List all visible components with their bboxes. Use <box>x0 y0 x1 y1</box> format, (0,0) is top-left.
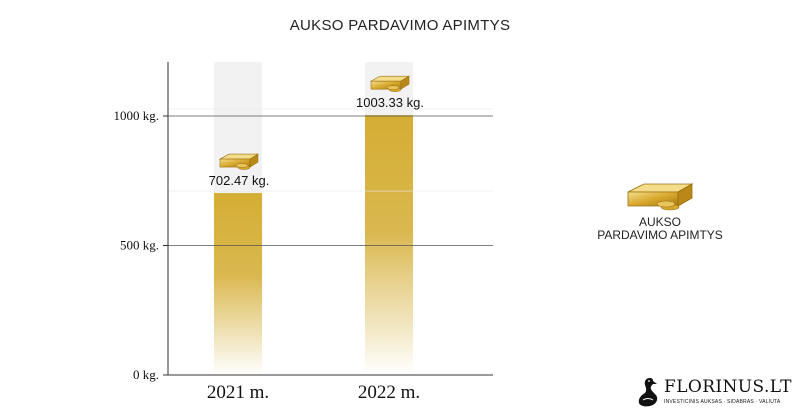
y-tick-label-500: 500 kg. <box>120 238 159 253</box>
x-tick-label-1: 2021 m. <box>207 382 269 403</box>
gold-bar-icons <box>218 75 411 170</box>
legend-label-line1: AUKSO <box>638 215 681 229</box>
logo-tagline: INVESTICINIS AUKSAS · SIDABRAS · VALIUTA <box>664 399 781 405</box>
y-tick-label-0: 0 kg. <box>133 367 159 382</box>
logo-name: FLORINUS.LT <box>664 377 792 397</box>
gridlines <box>168 108 493 246</box>
gold-bar-icon <box>627 183 694 211</box>
chart-title: AUKSO PARDAVIMO APIMTYS <box>289 17 511 34</box>
axes <box>163 62 493 376</box>
florinus-logo[interactable]: FLORINUS.LT INVESTICINIS AUKSAS · SIDABR… <box>636 376 791 412</box>
bar-2 <box>365 115 413 376</box>
gold-bar-icon <box>369 75 411 92</box>
y-tick-labels: 0 kg. 500 kg. 1000 kg. <box>114 108 160 382</box>
bar-1 <box>214 193 262 375</box>
legend-label-line2: PARDAVIMO APIMTYS <box>597 228 723 242</box>
y-tick-label-1000: 1000 kg. <box>114 108 160 123</box>
data-labels: 702.47 kg. 1003.33 kg. <box>209 95 424 188</box>
bars <box>214 115 413 376</box>
goose-logo-icon <box>638 378 658 407</box>
data-label-2: 1003.33 kg. <box>356 95 424 110</box>
gold-bar-icon <box>218 153 260 170</box>
legend: AUKSO PARDAVIMO APIMTYS <box>570 182 750 242</box>
x-tick-label-2: 2022 m. <box>358 382 420 403</box>
data-label-1: 702.47 kg. <box>209 173 270 188</box>
x-tick-labels: 2021 m. 2022 m. <box>207 382 420 403</box>
